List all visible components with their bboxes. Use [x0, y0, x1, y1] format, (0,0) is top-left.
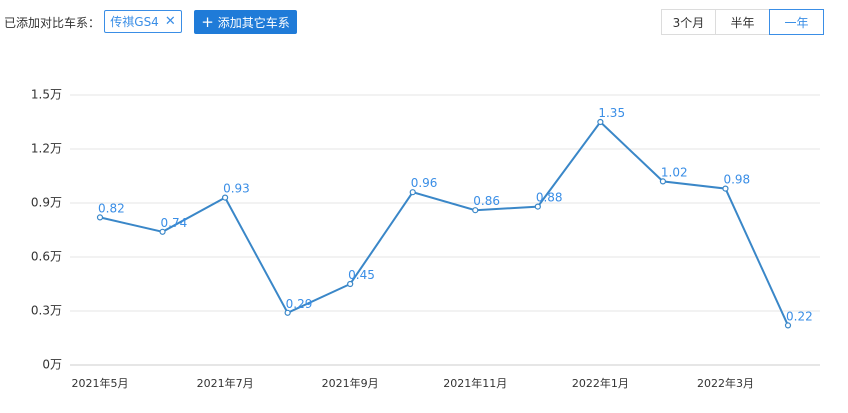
data-label: 0.22 [786, 309, 813, 323]
data-point [534, 203, 541, 210]
x-tick-label: 2021年5月 [72, 376, 129, 390]
range-selector: 3个月 半年 一年 [661, 9, 824, 35]
data-point [472, 207, 479, 214]
x-tick-label: 2021年7月 [197, 376, 254, 390]
data-label: 0.74 [161, 216, 188, 230]
series-line [99, 120, 789, 326]
y-tick-label: 0.3万 [31, 304, 62, 318]
data-point [659, 178, 667, 185]
data-point [96, 214, 104, 221]
add-series-label: 添加其它车系 [217, 15, 290, 30]
x-tick-label: 2021年9月 [322, 376, 379, 390]
series-chip-label: 传祺GS4 [110, 15, 159, 29]
data-label: 0.29 [286, 297, 313, 311]
x-tick-label: 2022年1月 [572, 376, 629, 390]
data-point [409, 189, 416, 196]
data-label: 0.45 [348, 268, 375, 282]
y-tick-label: 1.2万 [31, 142, 62, 156]
y-tick-label: 0.9万 [31, 196, 62, 210]
data-point [597, 118, 604, 126]
data-label: 0.82 [98, 201, 125, 215]
data-label: 0.93 [223, 182, 250, 196]
data-label: 0.96 [411, 176, 438, 190]
data-point [347, 280, 354, 288]
range-half-year[interactable]: 半年 [715, 9, 770, 35]
data-point [159, 228, 166, 235]
data-point [722, 185, 729, 192]
data-label: 0.86 [473, 194, 500, 208]
plus-icon: + [201, 12, 214, 31]
add-series-button[interactable]: + 添加其它车系 [194, 10, 297, 34]
data-point [784, 322, 792, 329]
x-tick-label: 2021年11月 [443, 376, 507, 390]
range-one-year[interactable]: 一年 [769, 9, 824, 35]
y-tick-label: 1.5万 [31, 88, 62, 102]
x-tick-label: 2022年3月 [697, 376, 754, 390]
close-icon[interactable]: ✕ [164, 14, 176, 29]
y-tick-label: 0万 [42, 358, 62, 372]
data-label: 1.02 [661, 165, 688, 179]
data-label: 0.88 [536, 191, 563, 205]
series-chip-gs4[interactable]: 传祺GS4 ✕ [104, 10, 182, 33]
data-label: 0.98 [723, 173, 750, 187]
y-tick-label: 0.6万 [31, 250, 62, 264]
compare-label: 已添加对比车系： [4, 16, 101, 30]
data-point [221, 194, 229, 201]
data-point [284, 309, 291, 316]
data-label: 1.35 [598, 106, 625, 120]
